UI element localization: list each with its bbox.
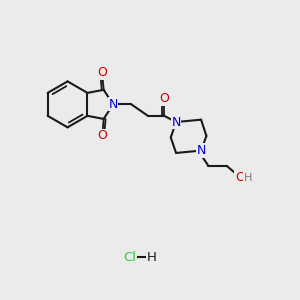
Text: O: O [97,130,107,142]
Text: H: H [146,251,156,264]
Text: O: O [235,171,245,184]
Text: N: N [196,144,206,157]
Text: O: O [97,66,107,79]
Text: N: N [171,116,181,128]
Text: H: H [244,173,252,183]
Text: Cl: Cl [123,251,136,264]
Text: O: O [159,92,169,105]
Text: N: N [108,98,118,111]
